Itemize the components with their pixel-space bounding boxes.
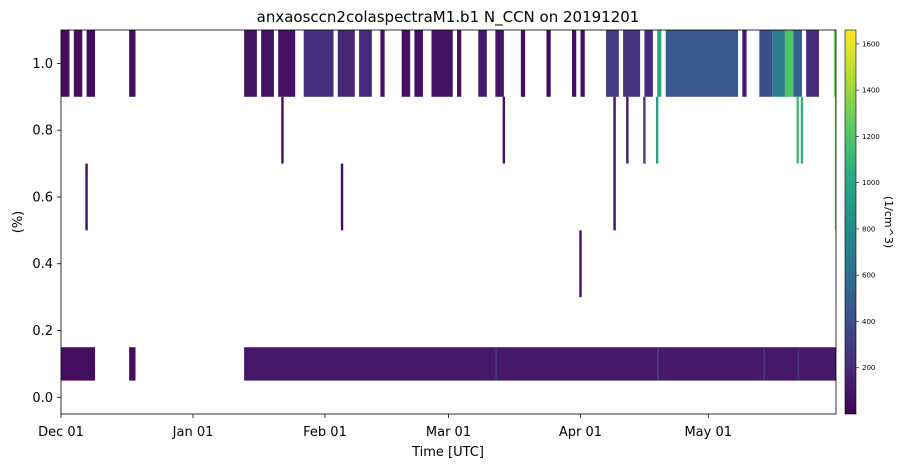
y-tick-label: 0.0 bbox=[32, 391, 53, 406]
chart-title: anxaosccn2colaspectraM1.b1 N_CCN on 2019… bbox=[257, 8, 640, 27]
x-tick-label: Jan 01 bbox=[172, 425, 214, 440]
streak-bar bbox=[340, 163, 344, 231]
colorbar-tick-label: 400 bbox=[862, 318, 875, 326]
high-band-segment bbox=[520, 30, 526, 97]
x-tick-label: Feb 01 bbox=[303, 425, 347, 440]
low-band-segment bbox=[244, 347, 836, 381]
colorbar-tick-label: 600 bbox=[862, 272, 875, 280]
streak-bar bbox=[613, 96, 616, 231]
high-band-segment bbox=[261, 30, 274, 97]
y-tick-label: 1.0 bbox=[32, 57, 53, 72]
colorbar-tick-label: 1600 bbox=[862, 40, 880, 48]
colorbar-tick-label: 1000 bbox=[862, 179, 880, 187]
streak-bar bbox=[796, 96, 799, 164]
x-tick-label: Mar 01 bbox=[426, 425, 471, 440]
high-band-segment bbox=[129, 30, 136, 97]
streak-bar bbox=[655, 96, 659, 164]
colorbar-tick-label: 800 bbox=[862, 225, 875, 233]
streak-bar bbox=[281, 96, 284, 164]
low-band-segment bbox=[61, 347, 96, 381]
x-tick-label: Apr 01 bbox=[559, 425, 602, 440]
high-band-segment bbox=[793, 30, 802, 97]
high-band-segment bbox=[73, 30, 83, 97]
x-tick-label: May 01 bbox=[684, 425, 732, 440]
high-band-segment bbox=[278, 30, 296, 97]
high-band-segment bbox=[606, 30, 619, 97]
colorbar-tick-label: 200 bbox=[862, 364, 875, 372]
high-band-segment bbox=[657, 30, 662, 97]
high-band-segment bbox=[623, 30, 641, 97]
y-axis: 0.0 0.2 0.4 0.6 0.8 1.0 bbox=[32, 57, 61, 406]
x-axis: Dec 01 Jan 01 Feb 01 Mar 01 Apr 01 May 01 bbox=[38, 414, 732, 440]
high-band-segment bbox=[478, 30, 487, 97]
high-band-segment bbox=[759, 30, 773, 97]
high-band-segment bbox=[401, 30, 411, 97]
plot-area bbox=[61, 30, 836, 381]
high-band-segment bbox=[244, 30, 257, 97]
streak-bar bbox=[800, 96, 804, 164]
high-band-segment bbox=[414, 30, 423, 97]
y-tick-label: 0.2 bbox=[32, 324, 53, 339]
high-band-segment bbox=[833, 30, 836, 97]
high-band-segment bbox=[457, 30, 462, 97]
streak-bar bbox=[502, 96, 506, 164]
colorbar bbox=[844, 29, 857, 415]
high-band-segment bbox=[337, 30, 355, 97]
low-band-highlight bbox=[763, 347, 766, 381]
high-band-segment bbox=[546, 30, 551, 97]
high-band-segment bbox=[665, 30, 739, 97]
high-band-segment bbox=[772, 30, 785, 97]
colorbar-tick-label: 1400 bbox=[862, 87, 880, 95]
y-axis-label: (%) bbox=[11, 211, 26, 234]
high-band-segment bbox=[431, 30, 453, 97]
low-band-segment bbox=[129, 347, 136, 381]
high-band-segment bbox=[86, 30, 96, 97]
high-band-segment bbox=[806, 30, 819, 97]
streak-bar bbox=[643, 96, 646, 164]
high-band-segment bbox=[359, 30, 372, 97]
high-band-segment bbox=[580, 30, 585, 97]
streak-bar bbox=[85, 163, 88, 231]
high-band-segment bbox=[644, 30, 653, 97]
y-tick-label: 0.6 bbox=[32, 190, 53, 205]
low-band-highlight bbox=[495, 347, 497, 381]
x-tick-label: Dec 01 bbox=[38, 425, 84, 440]
x-axis-label: Time [UTC] bbox=[411, 445, 484, 460]
colorbar-label: (1/cm^3) bbox=[882, 196, 895, 248]
high-band-segment bbox=[495, 30, 504, 97]
high-band-segment bbox=[303, 30, 334, 97]
high-band-segment bbox=[571, 30, 577, 97]
streak-bar bbox=[626, 96, 629, 164]
high-band-segment bbox=[742, 30, 747, 97]
streak-bar bbox=[834, 96, 836, 231]
y-tick-label: 0.8 bbox=[32, 124, 53, 139]
high-band-segment bbox=[380, 30, 385, 97]
colorbar-tick-label: 1200 bbox=[862, 133, 880, 141]
y-tick-label: 0.4 bbox=[32, 257, 53, 272]
low-band-highlight bbox=[657, 347, 659, 381]
colorbar-axis: 200 400 600 800 1000 1200 1400 1600 bbox=[856, 40, 880, 372]
streak-bar bbox=[579, 230, 582, 298]
low-band-highlight bbox=[797, 347, 800, 381]
high-band-segment bbox=[784, 30, 794, 97]
high-band-segment bbox=[61, 30, 70, 97]
